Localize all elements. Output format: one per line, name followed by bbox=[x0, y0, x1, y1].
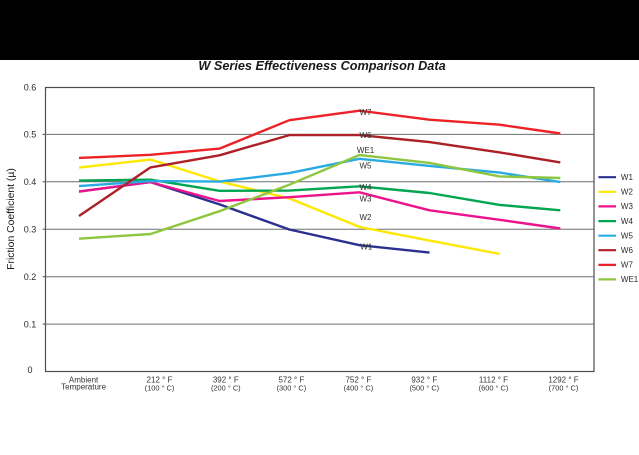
svg-text:0: 0 bbox=[27, 365, 32, 375]
svg-text:W5: W5 bbox=[621, 232, 634, 241]
svg-text:0.4: 0.4 bbox=[24, 177, 37, 187]
svg-text:Ambient: Ambient bbox=[69, 375, 99, 384]
svg-text:(600 ° C): (600 ° C) bbox=[479, 384, 509, 393]
svg-text:0.3: 0.3 bbox=[24, 225, 37, 235]
svg-text:1292 ° F: 1292 ° F bbox=[548, 375, 578, 384]
svg-text:W6: W6 bbox=[360, 131, 373, 140]
svg-text:WE1: WE1 bbox=[357, 146, 375, 155]
svg-text:0.5: 0.5 bbox=[24, 130, 37, 140]
svg-text:572 ° F: 572 ° F bbox=[278, 375, 304, 384]
svg-text:W4: W4 bbox=[621, 217, 634, 226]
svg-text:Friction Coefficient (µ): Friction Coefficient (µ) bbox=[6, 168, 17, 270]
svg-text:W2: W2 bbox=[621, 188, 634, 197]
svg-text:W5: W5 bbox=[360, 162, 373, 171]
svg-text:0.6: 0.6 bbox=[24, 82, 37, 92]
svg-text:W3: W3 bbox=[360, 194, 373, 203]
svg-text:0.1: 0.1 bbox=[24, 319, 37, 329]
svg-text:W4: W4 bbox=[360, 183, 373, 192]
svg-text:1112 ° F: 1112 ° F bbox=[479, 375, 508, 384]
svg-text:(700 ° C): (700 ° C) bbox=[549, 384, 579, 393]
svg-text:W6: W6 bbox=[621, 246, 634, 255]
svg-text:(100 ° C): (100 ° C) bbox=[145, 384, 175, 393]
svg-text:Temperature: Temperature bbox=[61, 382, 106, 391]
svg-text:W7: W7 bbox=[360, 108, 373, 117]
svg-text:(300 ° C): (300 ° C) bbox=[277, 384, 307, 393]
svg-text:W Series Effectiveness Compari: W Series Effectiveness Comparison Data bbox=[198, 59, 445, 73]
svg-text:(200 ° C): (200 ° C) bbox=[211, 384, 241, 393]
svg-text:752 ° F: 752 ° F bbox=[345, 375, 371, 384]
svg-text:932 ° F: 932 ° F bbox=[411, 375, 437, 384]
svg-text:392 ° F: 392 ° F bbox=[213, 375, 239, 384]
svg-text:W2: W2 bbox=[360, 213, 373, 222]
svg-text:(400 ° C): (400 ° C) bbox=[344, 384, 374, 393]
svg-text:W3: W3 bbox=[621, 202, 634, 211]
svg-text:212 ° F: 212 ° F bbox=[147, 375, 173, 384]
svg-text:WE1: WE1 bbox=[621, 275, 639, 284]
svg-text:W1: W1 bbox=[621, 173, 634, 182]
svg-text:W1: W1 bbox=[360, 242, 373, 251]
svg-text:0.2: 0.2 bbox=[24, 272, 37, 282]
svg-text:(500 ° C): (500 ° C) bbox=[409, 384, 439, 393]
svg-text:W7: W7 bbox=[621, 261, 634, 270]
